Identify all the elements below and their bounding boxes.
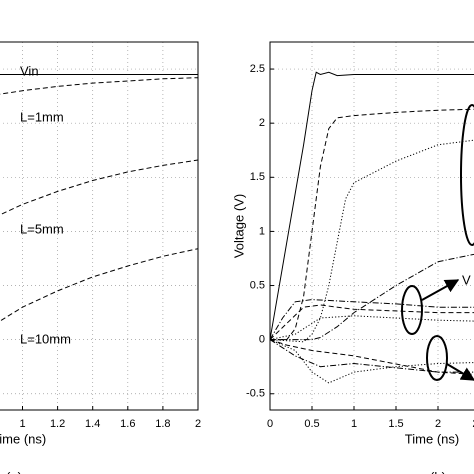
series-label: L=10mm [20,331,71,346]
series-label: L=1mm [20,109,64,124]
x-tick-label: 1 [351,418,357,430]
y-tick-label: 0.5 [250,279,265,291]
series-line [270,339,474,375]
series-line [0,159,198,216]
x-tick-label: 0.5 [304,418,319,430]
x-tick-label: 1 [19,418,25,430]
x-tick-label: 2 [435,418,441,430]
series-line [270,299,474,340]
x-axis-label: Time (ns) [0,431,46,446]
series-line [270,315,474,341]
x-tick-label: 1.5 [388,418,403,430]
x-tick-label: 1.2 [50,418,65,430]
x-tick-label: 1.6 [120,418,135,430]
x-tick-label: 0 [267,418,273,430]
plot-frame [269,41,474,411]
y-axis-label: Voltage (V) [231,194,246,258]
chart: -0.500.511.522.500.511.522.53Time (ns)Vo… [231,41,474,474]
series-line [270,71,474,340]
series-line [0,248,198,322]
ellipse [401,285,423,335]
annotation: V [462,272,471,287]
series-label: L=5mm [20,221,64,236]
y-tick-label: 0 [259,334,265,346]
y-tick-label: 2.5 [250,63,265,75]
annotations: V [401,104,474,381]
ellipse [460,104,474,246]
y-tick-label: 1 [259,225,265,237]
x-tick-label: 1.4 [85,418,100,430]
x-tick-label: 2.5 [472,418,474,430]
y-tick-label: -0.5 [246,388,265,400]
arrow [446,363,474,381]
ellipse [426,335,448,381]
x-axis-label: Time (ns) [405,431,459,446]
arrow [421,279,460,301]
plot-frame [0,41,199,411]
series-line [270,108,474,341]
chart: -0.500.511.522.500.20.40.60.811.21.41.61… [0,41,201,474]
series-line [0,77,198,95]
series-line [270,304,474,340]
series-line [270,339,474,373]
series-line [270,139,474,343]
y-tick-label: 2 [259,117,265,129]
series-line [270,253,474,341]
series-line [270,339,474,384]
y-tick-label: 1.5 [250,171,265,183]
x-tick-label: 2 [195,418,201,430]
caption: (b) [430,469,446,474]
caption: (a) [6,469,22,474]
series-label: Vin [20,63,39,78]
x-tick-label: 1.8 [155,418,170,430]
